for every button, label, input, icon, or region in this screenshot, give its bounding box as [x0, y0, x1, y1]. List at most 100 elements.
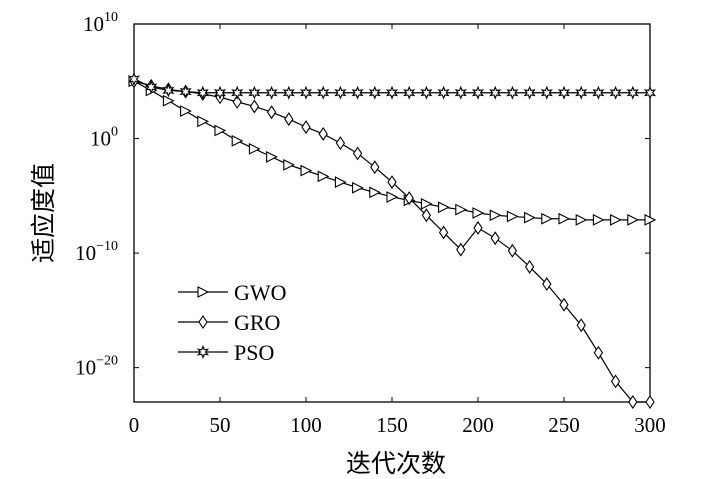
data-point-gro	[232, 94, 242, 109]
y-tick-label: 10−10	[75, 239, 118, 265]
data-point-pso	[248, 85, 261, 100]
data-point-gro	[559, 297, 569, 312]
data-point-pso	[575, 85, 588, 100]
data-point-gwo	[162, 94, 175, 107]
y-tick-label: 10−20	[75, 354, 118, 380]
y-tick-label: 100	[90, 125, 118, 151]
data-point-pso	[162, 83, 175, 98]
data-point-gro	[490, 231, 500, 246]
data-point-gwo	[592, 213, 605, 226]
data-point-gro	[507, 243, 518, 258]
data-point-gwo	[438, 201, 450, 214]
data-point-gwo	[248, 142, 261, 155]
data-point-gro	[318, 126, 328, 141]
data-point-gro	[610, 374, 621, 389]
data-point-gro	[266, 105, 277, 120]
data-point-gro	[542, 277, 552, 292]
series-lines	[133, 78, 650, 403]
x-tick-label: 100	[290, 413, 322, 437]
data-point-pso	[643, 85, 657, 100]
data-point-pso	[145, 80, 158, 94]
plot-frame	[133, 23, 651, 403]
data-point-gwo	[283, 159, 296, 171]
data-point-gro	[438, 225, 449, 240]
data-point-gwo	[610, 213, 622, 226]
data-point-pso	[609, 85, 622, 100]
y-axis-label: 适应度值	[29, 163, 58, 263]
x-tick-label: 250	[548, 413, 580, 437]
data-point-gro	[387, 175, 397, 190]
data-point-pso	[299, 85, 313, 100]
x-tick-label: 300	[634, 413, 666, 437]
data-point-gro	[593, 345, 604, 360]
legend-marker-pso	[196, 345, 210, 359]
data-point-pso	[334, 85, 347, 100]
data-point-gwo	[197, 115, 210, 128]
y-tick-base: 10	[90, 127, 111, 151]
data-point-pso	[592, 85, 605, 100]
data-point-pso	[523, 85, 536, 100]
legend-marker-gwo	[197, 286, 210, 298]
data-point-gwo	[180, 105, 192, 117]
data-point-gro	[404, 191, 414, 206]
data-point-gwo	[231, 134, 244, 147]
data-point-pso	[282, 85, 295, 100]
x-tick-label: 200	[462, 413, 494, 437]
data-point-gro	[249, 99, 260, 114]
data-point-pso	[265, 85, 278, 100]
data-point-pso	[127, 71, 141, 86]
data-point-gro	[284, 112, 294, 127]
data-point-gwo	[317, 170, 330, 183]
data-point-gwo	[524, 211, 536, 224]
x-tick-label: 50	[210, 413, 231, 437]
y-tick-base: 10	[75, 241, 96, 265]
data-point-pso	[196, 85, 209, 100]
data-point-gwo	[214, 124, 227, 137]
data-point-pso	[317, 85, 330, 100]
data-point-pso	[437, 85, 450, 100]
data-point-gwo	[266, 150, 278, 163]
data-point-gro	[352, 146, 363, 161]
data-point-gwo	[300, 164, 313, 177]
data-point-gwo	[352, 181, 364, 194]
legend-label-gro: GRO	[234, 310, 280, 335]
y-tick-label: 1010	[83, 10, 118, 36]
y-tick-exponent: −20	[96, 354, 118, 369]
x-tick-label: 150	[376, 413, 408, 437]
y-tick-exponent: 0	[111, 125, 118, 140]
data-point-pso	[471, 85, 485, 100]
data-point-gwo	[334, 176, 347, 188]
y-tick-exponent: 10	[104, 10, 118, 25]
data-point-pso	[506, 85, 519, 100]
y-tick-exponent: −10	[96, 239, 118, 254]
data-point-gwo	[627, 213, 640, 226]
data-point-gwo	[386, 191, 399, 203]
data-point-gro	[473, 220, 483, 235]
data-point-pso	[351, 85, 364, 100]
data-point-gro	[370, 160, 380, 175]
legend-marker-gro	[198, 315, 208, 329]
data-point-gwo	[455, 203, 468, 216]
data-point-gro	[421, 208, 432, 223]
y-tick-base: 10	[83, 12, 104, 36]
data-point-gwo	[472, 207, 485, 219]
data-point-gwo	[489, 209, 502, 222]
data-point-pso	[454, 85, 467, 100]
data-point-gro	[645, 395, 655, 409]
data-point-pso	[489, 85, 502, 100]
y-tick-base: 10	[75, 356, 96, 380]
legend-label-gwo: GWO	[234, 280, 287, 305]
data-point-gwo	[541, 212, 554, 225]
data-point-gwo	[506, 210, 519, 223]
data-point-gro	[576, 318, 586, 333]
data-point-pso	[385, 85, 399, 100]
data-point-pso	[540, 85, 553, 100]
data-point-pso	[179, 84, 192, 99]
legend-label-pso: PSO	[234, 340, 274, 365]
data-point-gro	[456, 242, 466, 257]
x-axis-label: 迭代次数	[346, 449, 446, 478]
data-point-pso	[557, 85, 571, 100]
data-point-gro	[335, 136, 346, 151]
